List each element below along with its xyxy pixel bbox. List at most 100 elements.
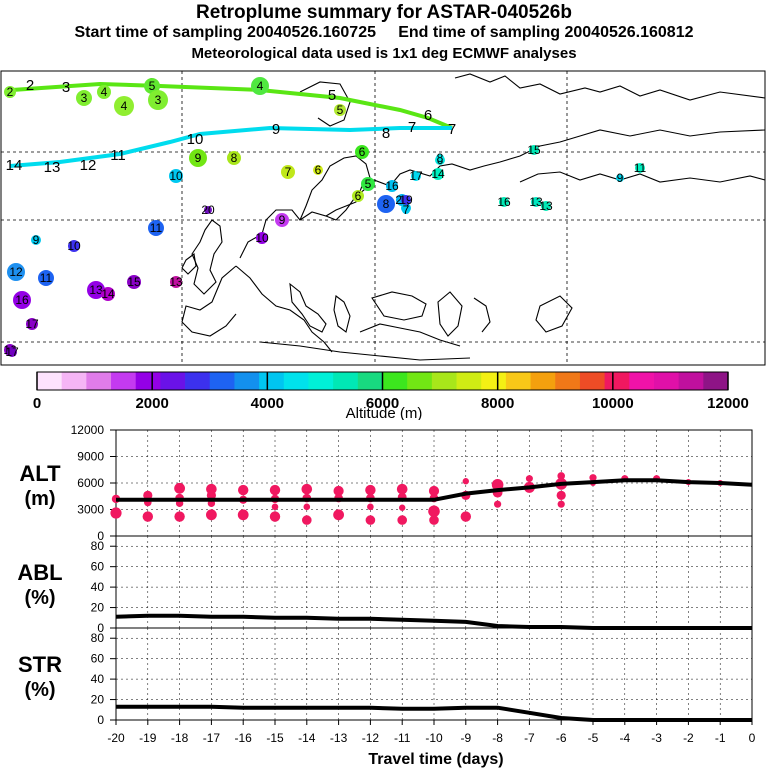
- map-marker-label: 14: [101, 287, 115, 301]
- colorbar-swatch: [160, 372, 186, 390]
- map-marker-label: 13: [539, 199, 553, 213]
- trajectory-mid: [9, 125, 452, 168]
- map-marker-label: 4: [257, 79, 264, 93]
- map-marker-label: 7: [403, 203, 410, 217]
- alt-cluster-point: [460, 511, 471, 522]
- map-marker: 11: [148, 220, 164, 236]
- alt-cluster-point: [396, 483, 408, 495]
- colorbar-swatch: [703, 372, 729, 390]
- colorbar-tick-label: 12000: [707, 395, 749, 412]
- map-marker: 11: [38, 270, 54, 286]
- alt-panel: 0 3000 6000 9000 12000 ALT(m): [19, 423, 753, 543]
- alt-cluster-point: [462, 478, 469, 485]
- map-marker: 13: [529, 195, 543, 209]
- alt-cluster-point: [557, 500, 565, 508]
- map-marker: 6: [352, 189, 364, 203]
- map-marker-label: 11: [634, 161, 647, 175]
- map-marker: 8: [227, 151, 241, 165]
- map-marker-label: 4: [121, 99, 128, 113]
- x-tick-label: -2: [683, 731, 694, 745]
- map-marker: 16: [497, 195, 511, 209]
- map-marker-label: 16: [497, 195, 511, 209]
- colorbar-swatch: [407, 372, 433, 390]
- y-tick-label: 6000: [77, 476, 104, 490]
- map-marker-label: 9: [33, 233, 40, 247]
- alt-cluster-point: [174, 482, 186, 494]
- map-marker: 6: [355, 145, 369, 159]
- map-marker: 9: [275, 213, 289, 227]
- meteo-data-label: Meteorological data used is 1x1 deg ECMW…: [191, 45, 577, 62]
- map-marker: 12: [7, 263, 25, 281]
- map-marker-label: 11: [150, 221, 163, 235]
- map-marker-label: 5: [149, 79, 156, 93]
- trajectory-upper-label: 6: [424, 107, 432, 124]
- y-tick-label: 20: [91, 693, 105, 707]
- alt-cluster-point: [428, 505, 440, 518]
- y-tick-label: 80: [91, 631, 105, 645]
- map-marker: 8: [436, 151, 444, 165]
- alt-cluster-point: [301, 483, 313, 495]
- colorbar-swatch: [283, 372, 309, 390]
- y-tick-label: 60: [91, 652, 105, 666]
- map-marker: 17: [409, 169, 423, 183]
- map-marker: 5: [334, 103, 346, 117]
- alt-cluster-point: [142, 511, 153, 522]
- map-marker-label: 8: [231, 151, 238, 165]
- colorbar-swatch: [481, 372, 507, 390]
- x-tick-label: -17: [203, 731, 221, 745]
- alt-cluster-point: [110, 507, 122, 519]
- map-marker: 5: [144, 78, 160, 94]
- map-marker: 7: [281, 165, 295, 179]
- map-marker-label: 9: [617, 171, 624, 185]
- map-marker-label: 10: [255, 231, 269, 245]
- x-axis: -20 -19 -18 -17 -16 -15 -14 -13 -12 -11 -10 -9 -8 -7-…: [107, 720, 756, 768]
- alt-cluster-point: [365, 484, 376, 496]
- x-tick-label: -8: [492, 731, 503, 745]
- map-marker-label: 13: [529, 195, 543, 209]
- map-marker-label: 10: [169, 169, 183, 183]
- alt-cluster-point: [557, 472, 565, 480]
- map-marker: 3: [76, 90, 92, 106]
- alt-cluster-point: [429, 515, 439, 525]
- colorbar-label: Altitude (m): [346, 405, 423, 420]
- alt-cluster-point: [525, 475, 533, 483]
- trajectory-labels: 2345677891011121314: [6, 75, 457, 176]
- x-tick-label: -19: [139, 731, 157, 745]
- alt-cluster-point: [491, 478, 504, 491]
- map-marker: 20: [201, 203, 215, 217]
- map-marker: 10: [67, 239, 81, 253]
- map-marker: 9: [189, 149, 207, 167]
- map-marker-label: 7: [285, 165, 292, 179]
- colorbar-tick-label: 8000: [481, 395, 514, 412]
- colorbar-swatch: [61, 372, 87, 390]
- colorbar-tick-label: 6000: [366, 395, 399, 412]
- alt-cluster-point: [333, 485, 344, 497]
- colorbar-swatch: [259, 372, 285, 390]
- y-tick-label: 80: [91, 539, 105, 553]
- y-axis-label: ABL: [17, 560, 62, 585]
- end-time-label: End time of sampling 20040526.160812: [398, 24, 694, 41]
- y-tick-label: 12000: [71, 423, 105, 437]
- alt-cluster-point: [302, 515, 312, 525]
- map-marker-label: 13: [169, 275, 183, 289]
- x-tick-label: -18: [171, 731, 189, 745]
- map-marker: 19: [399, 193, 413, 207]
- map-marker: 14: [431, 167, 445, 181]
- colorbar-swatch: [555, 372, 581, 390]
- alt-cluster-point: [399, 504, 406, 511]
- colorbar-swatch: [431, 372, 457, 390]
- map-marker: 6: [313, 163, 323, 177]
- map-marker: 5: [361, 177, 375, 191]
- map-marker: 10: [169, 169, 183, 183]
- colorbar-swatches: [36, 371, 729, 391]
- colorbar-swatch: [111, 372, 137, 390]
- alt-cluster-point: [271, 503, 279, 511]
- x-axis-label: Travel time (days): [368, 751, 503, 768]
- map-marker-label: 10: [67, 239, 81, 253]
- map-marker-label: 17: [5, 345, 19, 359]
- colorbar-swatch: [382, 372, 408, 390]
- map-marker: 3: [148, 90, 168, 110]
- x-tick-label: -5: [588, 731, 599, 745]
- x-tick-label: -12: [362, 731, 380, 745]
- colorbar-tick-label: 10000: [592, 395, 634, 412]
